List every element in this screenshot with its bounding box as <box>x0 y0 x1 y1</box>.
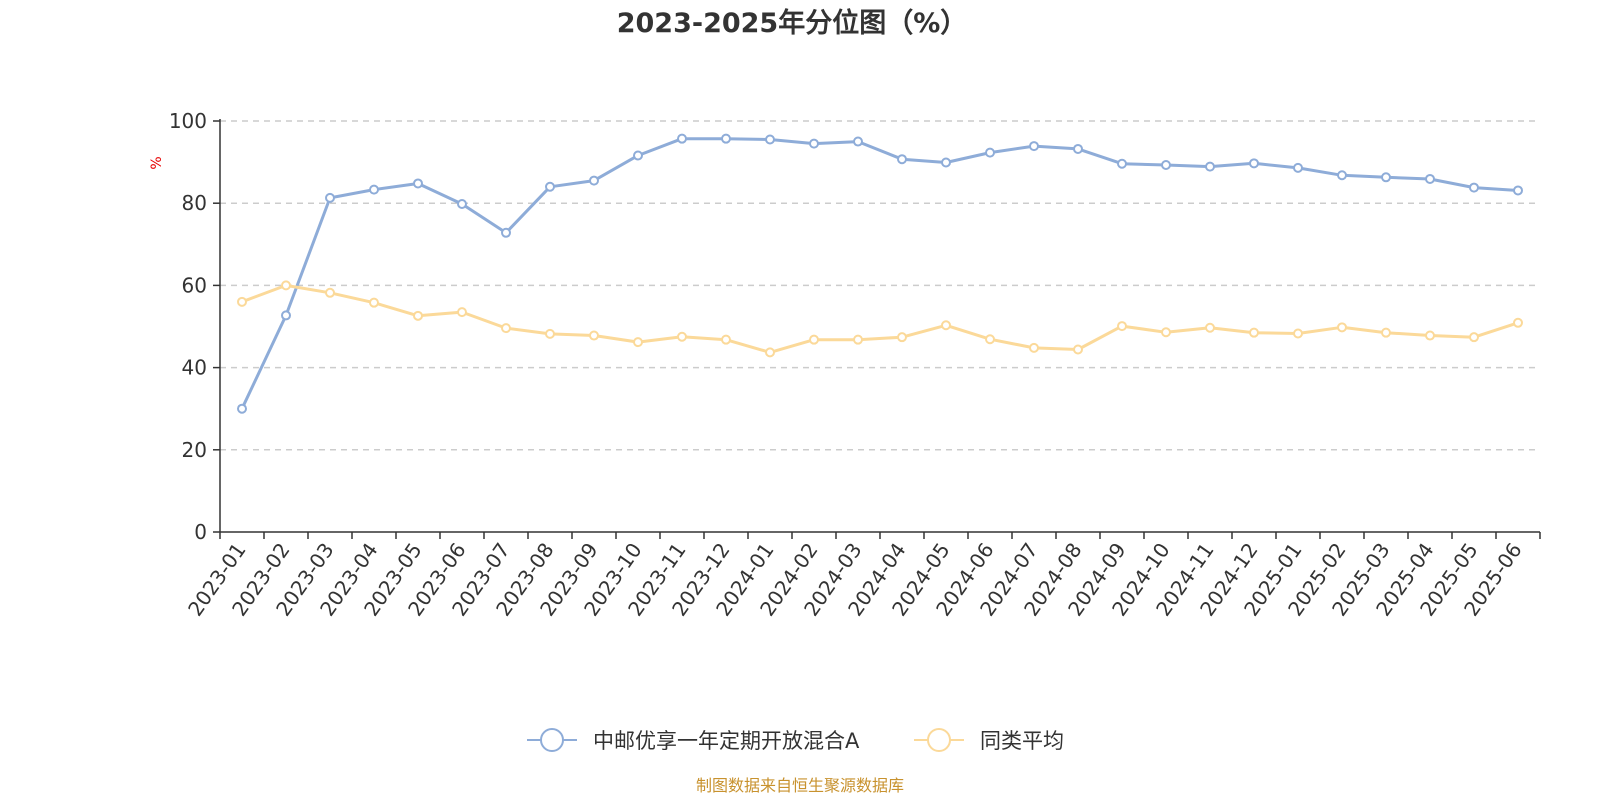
data-source-note: 制图数据来自恒生聚源数据库 <box>696 776 904 795</box>
data-point[interactable] <box>1029 141 1039 152</box>
data-point[interactable] <box>1469 182 1479 193</box>
data-point[interactable] <box>677 133 687 144</box>
data-point[interactable] <box>1029 342 1039 353</box>
data-point[interactable] <box>281 310 291 321</box>
data-point[interactable] <box>1249 158 1259 169</box>
data-point[interactable] <box>413 178 423 189</box>
data-point[interactable] <box>1425 173 1435 184</box>
data-point[interactable] <box>325 287 335 298</box>
data-point[interactable] <box>853 136 863 147</box>
data-point[interactable] <box>1161 327 1171 338</box>
data-point[interactable] <box>501 323 511 334</box>
data-point[interactable] <box>1205 322 1215 333</box>
grid-lines <box>220 120 1540 451</box>
chart-title: 2023-2025年分位图（%） <box>617 7 968 39</box>
y-tick-label: 0 <box>194 520 207 544</box>
legend[interactable]: 中邮优享一年定期开放混合A 同类平均 <box>527 728 1064 753</box>
legend-marker-0[interactable] <box>540 728 564 752</box>
data-point[interactable] <box>1381 327 1391 338</box>
data-point[interactable] <box>1117 321 1127 332</box>
data-point[interactable] <box>589 175 599 186</box>
data-point[interactable] <box>457 307 467 318</box>
data-point[interactable] <box>985 147 995 158</box>
data-point[interactable] <box>413 310 423 321</box>
data-point[interactable] <box>369 297 379 308</box>
y-tick-label: 40 <box>182 356 207 380</box>
data-point[interactable] <box>633 337 643 348</box>
data-point[interactable] <box>1469 332 1479 343</box>
data-point[interactable] <box>1117 158 1127 169</box>
data-point[interactable] <box>897 154 907 165</box>
y-axis-unit-label: % <box>149 156 165 169</box>
data-point[interactable] <box>1337 322 1347 333</box>
y-tick-label: 100 <box>169 109 207 133</box>
data-point[interactable] <box>1513 317 1523 328</box>
data-point[interactable] <box>545 328 555 339</box>
data-point[interactable] <box>237 296 247 307</box>
series-layer <box>237 133 1523 414</box>
data-point[interactable] <box>853 334 863 345</box>
data-point[interactable] <box>1293 162 1303 173</box>
data-point[interactable] <box>1381 172 1391 183</box>
data-point[interactable] <box>369 184 379 195</box>
data-point[interactable] <box>633 150 643 161</box>
data-point[interactable] <box>721 133 731 144</box>
data-point[interactable] <box>281 280 291 291</box>
data-point[interactable] <box>457 199 467 210</box>
data-point[interactable] <box>325 192 335 203</box>
data-point[interactable] <box>677 331 687 342</box>
y-tick-label: 80 <box>182 191 207 215</box>
legend-label-0[interactable]: 中邮优享一年定期开放混合A <box>593 729 860 753</box>
data-point[interactable] <box>501 227 511 238</box>
data-point[interactable] <box>1249 327 1259 338</box>
data-point[interactable] <box>765 347 775 358</box>
legend-marker-1[interactable] <box>927 728 951 752</box>
data-point[interactable] <box>1425 330 1435 341</box>
data-point[interactable] <box>941 157 951 168</box>
data-point[interactable] <box>1073 143 1083 154</box>
data-point[interactable] <box>809 138 819 149</box>
y-tick-label: 20 <box>182 438 207 462</box>
data-point[interactable] <box>1205 161 1215 172</box>
series-line-0 <box>240 137 1519 410</box>
series-line-1 <box>241 283 1519 354</box>
data-point[interactable] <box>1293 328 1303 339</box>
data-point[interactable] <box>1161 159 1171 170</box>
data-point[interactable] <box>1337 170 1347 181</box>
data-point[interactable] <box>589 330 599 341</box>
data-point[interactable] <box>1513 185 1523 196</box>
data-point[interactable] <box>765 134 775 145</box>
data-point[interactable] <box>237 403 247 414</box>
data-point[interactable] <box>809 334 819 345</box>
data-point[interactable] <box>941 320 951 331</box>
data-point[interactable] <box>985 334 995 345</box>
y-tick-label: 60 <box>182 273 207 297</box>
data-point[interactable] <box>545 181 555 192</box>
legend-label-1[interactable]: 同类平均 <box>980 729 1064 753</box>
data-point[interactable] <box>897 332 907 343</box>
data-point[interactable] <box>1073 344 1083 355</box>
data-point[interactable] <box>721 334 731 345</box>
